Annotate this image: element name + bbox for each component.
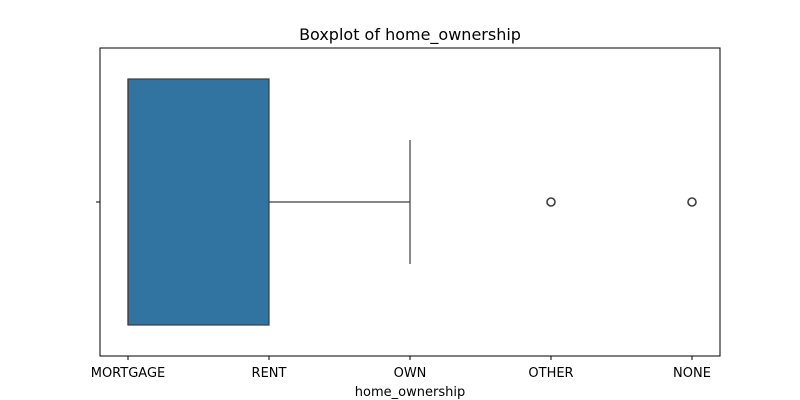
outlier-point (687, 197, 697, 207)
outlier-point (546, 197, 556, 207)
x-tick-label: RENT (252, 366, 287, 381)
box-iqr (127, 78, 270, 326)
x-tick-label: NONE (673, 366, 711, 381)
x-tick-label: OTHER (528, 366, 573, 381)
chart-title: Boxplot of home_ownership (299, 25, 521, 45)
x-axis-label: home_ownership (355, 385, 465, 400)
x-axis: MORTGAGE RENT OWN OTHER NONE (91, 201, 711, 381)
plot-area (127, 78, 697, 326)
x-tick-label: OWN (394, 366, 427, 381)
x-tick-label: MORTGAGE (91, 366, 166, 381)
